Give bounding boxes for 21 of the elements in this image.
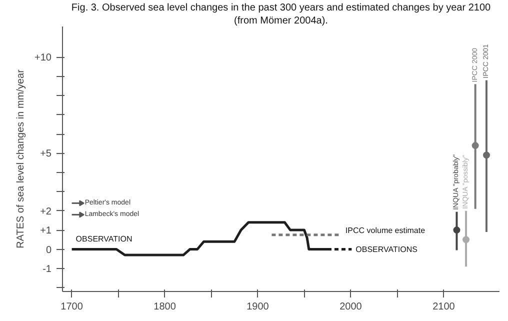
y-axis-title: RATES of sea level changes in mm/year [16,68,27,248]
annotation: OBSERVATION [76,234,132,244]
y-tick-label: +2 [40,206,52,218]
chart-title: Fig. 3. Observed sea level changes in the past 300 years and estimated changes by year 2100 [71,2,492,14]
y-tick-label: 0 [46,244,52,256]
x-tick-label: 2000 [340,302,362,312]
y-tick-label: +5 [40,148,52,160]
point [472,142,479,150]
x-tick-label: 1700 [60,302,84,312]
y-tick-label: +1 [40,226,52,237]
chart-subtitle: (from Mömer 2004a). [234,16,328,26]
point [453,226,460,234]
point [462,236,470,244]
x-tick-label: 1900 [246,302,270,312]
x-tick-label: 1800 [154,302,176,312]
y-tick-label: +10 [34,52,52,64]
annotation: OBSERVATIONS [356,244,418,254]
y-tick-label: -1 [42,264,52,275]
point [482,152,490,159]
annotation: IPCC volume estimate [345,226,426,235]
x-tick-label: 2100 [432,302,456,312]
